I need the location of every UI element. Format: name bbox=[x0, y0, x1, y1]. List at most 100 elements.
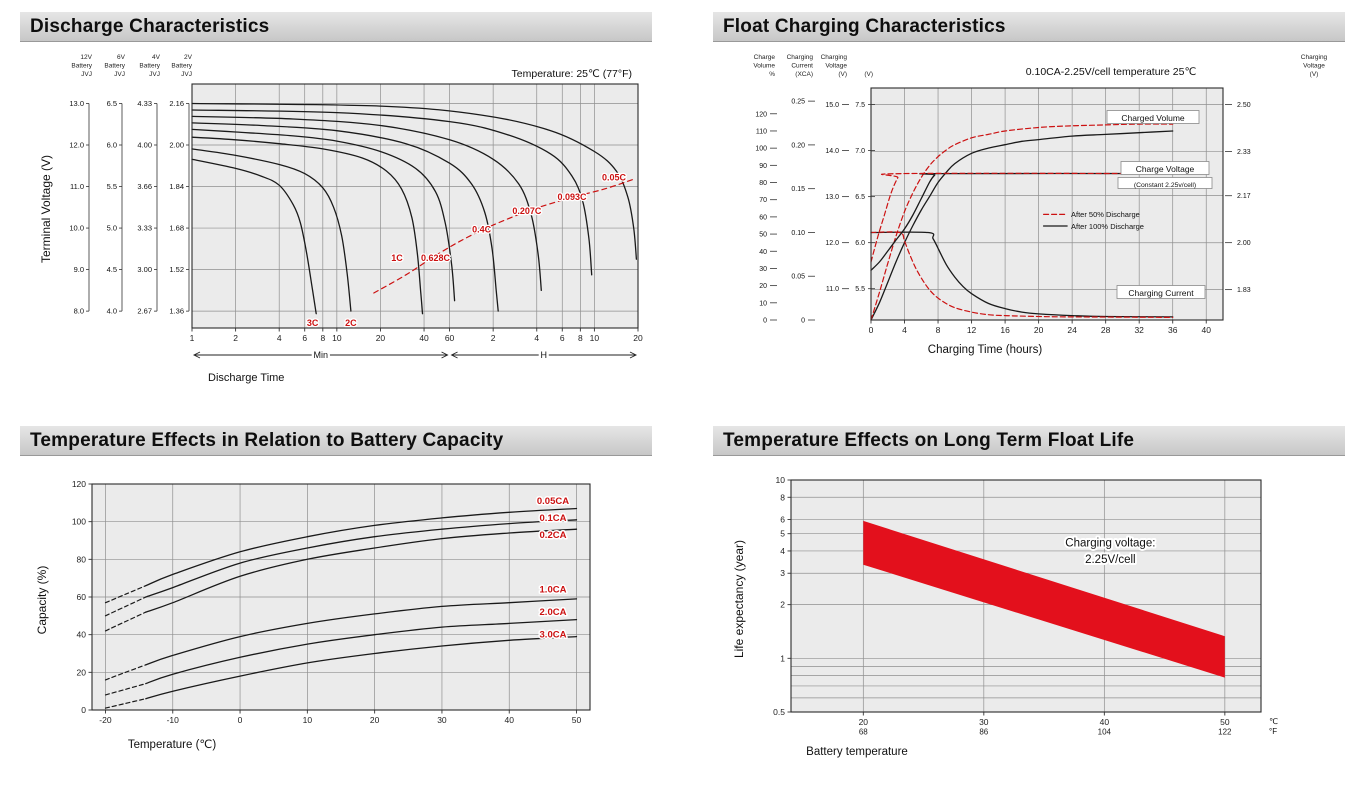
discharge-chart-svg: 1 2 4 6 8 10 20 40 60 2 4 6 8 10 2012VBatteryJVJ13.012… bbox=[39, 54, 643, 384]
section-title: Discharge Characteristics bbox=[30, 15, 270, 37]
annotation-box bbox=[1120, 161, 1210, 175]
x-tick-label: 8 bbox=[320, 333, 325, 343]
x-tick-label: 20 bbox=[1034, 325, 1044, 335]
datasheet-grid: Discharge Characteristics 1 2 4 6 8 10 20 40 60 2… bbox=[20, 12, 1345, 758]
section-title-bar: Temperature Effects in Relation to Batte… bbox=[20, 426, 652, 456]
section-title: Float Charging Characteristics bbox=[723, 15, 1006, 37]
x-tick-label: 28 bbox=[1101, 325, 1111, 335]
x-tick-label: 50 bbox=[1220, 717, 1230, 727]
scale-tick-label: 6.5 bbox=[855, 194, 865, 201]
section-title: Temperature Effects in Relation to Batte… bbox=[30, 429, 504, 451]
annotation: Charging voltage: bbox=[1065, 538, 1155, 550]
arrow-right-icon bbox=[629, 351, 638, 359]
scale-header: 12V bbox=[80, 54, 92, 61]
y-tick-label: 20 bbox=[77, 667, 87, 677]
scale-tick-label: 20 bbox=[759, 283, 767, 290]
scale-tick-label: 1.36 bbox=[169, 307, 184, 316]
y-tick-label: 60 bbox=[77, 592, 87, 602]
x-tick-label: 50 bbox=[572, 715, 582, 725]
x-tick-label: 4 bbox=[277, 333, 282, 343]
x-tick-label: 24 bbox=[1067, 325, 1077, 335]
series-0.628C bbox=[191, 128, 456, 302]
series-0.4C bbox=[191, 122, 499, 312]
annotation: Discharge Time bbox=[208, 372, 284, 384]
scale-header: 2V bbox=[184, 54, 193, 61]
y-tick-label: 8 bbox=[780, 492, 785, 502]
scale-tick-label: 2.50 bbox=[1237, 102, 1251, 109]
x-tick-label2: 104 bbox=[1098, 728, 1112, 737]
series-life-band bbox=[863, 520, 1225, 678]
x-tick-label: 30 bbox=[979, 717, 989, 727]
scale-tick-label: 15.0 bbox=[825, 102, 839, 109]
scale-tick-label: 6.5 bbox=[107, 99, 117, 108]
x-tick-label: 0 bbox=[238, 715, 243, 725]
x-tick-label2: 86 bbox=[979, 728, 988, 737]
x-tick-label: 2 bbox=[233, 333, 238, 343]
y-tick-label: 0.5 bbox=[773, 707, 785, 717]
x-tick-label: 1 bbox=[190, 333, 195, 343]
annotation: 0.093C bbox=[557, 192, 587, 202]
annotation: (Constant 2.25v/cell) bbox=[1134, 182, 1196, 189]
x-tick-label: 32 bbox=[1134, 325, 1144, 335]
annotation-box bbox=[1116, 285, 1206, 299]
temperature-capacity-chart-svg: -20 -10 0 10 20 30 40 50 120 100 80 60 40 20 0 0.05CA 0.… bbox=[35, 479, 591, 751]
y-tick-label: 40 bbox=[77, 630, 87, 640]
y-tick-label: 80 bbox=[77, 554, 87, 564]
annotation: Temperature (℃) bbox=[128, 739, 216, 751]
scale-header: Charge bbox=[754, 54, 776, 61]
temperature-capacity-chart: -20 -10 0 10 20 30 40 50 120 100 80 60 40 20 0 0.05CA 0.… bbox=[20, 462, 652, 757]
section-discharge-characteristics: Discharge Characteristics 1 2 4 6 8 10 20 40 60 2… bbox=[20, 12, 652, 390]
section-float-charging-characteristics: Float Charging Characteristics 0 4 8 12 16 20… bbox=[713, 12, 1345, 390]
plot-border bbox=[790, 479, 1262, 713]
scale-tick-label: 4.0 bbox=[107, 307, 117, 316]
x-tick-label: 20 bbox=[859, 717, 869, 727]
series-3.0CA bbox=[145, 635, 578, 700]
x-tick-label: 40 bbox=[419, 333, 429, 343]
series-charge-voltage-50 bbox=[870, 172, 1174, 263]
scale-tick-label: 2.16 bbox=[169, 99, 184, 108]
section-title-bar: Discharge Characteristics bbox=[20, 12, 652, 42]
scale-header: Charging bbox=[1301, 54, 1328, 61]
x-tick-label: 60 bbox=[445, 333, 455, 343]
scale-tick-label: 8.0 bbox=[74, 307, 84, 316]
scale-tick-label: 6.0 bbox=[107, 141, 117, 150]
y-tick-label: 4 bbox=[780, 546, 785, 556]
y-tick-label: 1 bbox=[780, 653, 785, 663]
series-2.0CA bbox=[145, 618, 578, 685]
x-tick-label: -20 bbox=[99, 715, 112, 725]
x-tick-label: 4 bbox=[534, 333, 539, 343]
scale-header: Charging bbox=[821, 54, 848, 61]
annotation: 0.207C bbox=[512, 206, 542, 216]
plot-border bbox=[191, 83, 639, 329]
y-tick-label: 0 bbox=[81, 705, 86, 715]
x-tick-label: 20 bbox=[633, 333, 643, 343]
x-tick-label: 20 bbox=[376, 333, 386, 343]
x-tick-label: 6 bbox=[302, 333, 307, 343]
scale-header: Current bbox=[791, 63, 813, 70]
annotation: Life expectancy (year) bbox=[732, 540, 746, 658]
annotation: Charged Volume bbox=[1121, 113, 1185, 123]
arrow-left-icon bbox=[450, 351, 458, 359]
scale-tick-label: 0.05 bbox=[791, 274, 805, 281]
scale-tick-label: 3.00 bbox=[137, 265, 152, 274]
float-charging-chart: 0 4 8 12 16 20 24 28 32 36 40 Charge Volume% 120 110 10… bbox=[713, 48, 1345, 363]
scale-tick-label: 0.25 bbox=[791, 99, 805, 106]
axis-bracket-label: H bbox=[541, 350, 548, 360]
x-tick-label: -10 bbox=[167, 715, 180, 725]
scale-tick-label: 12.0 bbox=[69, 141, 84, 150]
annotation: 0.05C bbox=[602, 172, 627, 182]
scale-tick-label: 0.20 bbox=[791, 142, 805, 149]
scale-tick-label: 12.0 bbox=[825, 240, 839, 247]
discharge-characteristics-chart: 1 2 4 6 8 10 20 40 60 2 4 6 8 10 20 12V Battery JVJ 13.0 12… bbox=[20, 48, 652, 390]
section-title: Temperature Effects on Long Term Float L… bbox=[723, 429, 1135, 451]
series-charged-volume-100 bbox=[870, 130, 1174, 321]
scale-tick-label: 80 bbox=[759, 180, 767, 187]
scale-header: (V) bbox=[864, 71, 873, 78]
annotation: Terminal Voltage (V) bbox=[39, 155, 53, 263]
scale-tick-label: 1.84 bbox=[169, 182, 184, 191]
series-2C bbox=[191, 148, 352, 312]
scale-tick-label: 7.0 bbox=[855, 148, 865, 155]
scale-tick-label: 13.0 bbox=[825, 194, 839, 201]
scale-header: Voltage bbox=[1303, 63, 1325, 70]
